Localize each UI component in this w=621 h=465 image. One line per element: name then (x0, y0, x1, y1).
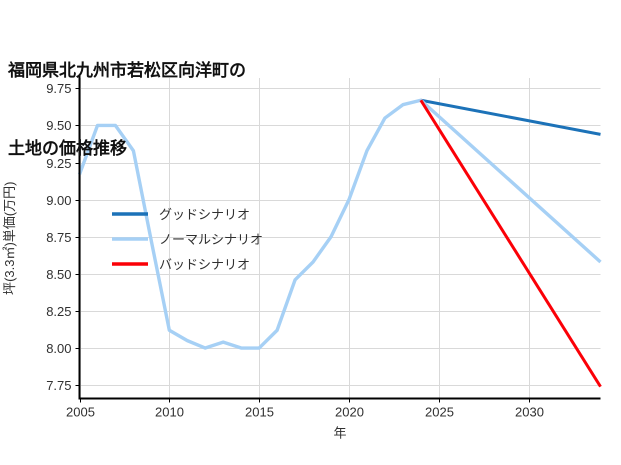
x-tick-label: 2020 (335, 405, 364, 420)
series-group (77, 98, 602, 388)
axis-titles-group: 年 坪(3.3㎡)単価(万円) (2, 182, 347, 441)
y-tick-label: 8.50 (46, 267, 71, 282)
legend-label: バッドシナリオ (159, 257, 250, 272)
y-tick-label: 8.75 (46, 230, 71, 245)
y-tick-label: 8.25 (46, 304, 71, 319)
gridlines-group (79, 78, 601, 399)
y-tick-label: 7.75 (46, 378, 71, 393)
x-tick-label: 2010 (155, 405, 184, 420)
y-tick-label: 9.75 (46, 81, 71, 96)
series-line-bad (419, 99, 602, 388)
y-tick-label: 9.00 (46, 193, 71, 208)
x-tick-label: 2030 (515, 405, 544, 420)
x-tick-label: 2025 (425, 405, 454, 420)
axis-spines-group (78, 75, 601, 400)
page-title: 福岡県北九州市若松区向洋町の 土地の価格推移 (8, 6, 608, 214)
y-tick-label: 9.25 (46, 156, 71, 171)
y-axis-title: 坪(3.3㎡)単価(万円) (2, 182, 17, 295)
y-tick-label: 9.50 (46, 118, 71, 133)
series-line-good (420, 98, 601, 136)
y-tick-labels-group: 7.75 8.00 8.25 8.50 8.75 9.00 9.25 9.50 9.75 (46, 81, 71, 393)
x-tick-label: 2015 (245, 405, 274, 420)
y-tick-label: 8.00 (46, 341, 71, 356)
title-line-2: 土地の価格推移 (8, 139, 127, 158)
series-line-normal (77, 98, 602, 350)
legend-label: グッドシナリオ (159, 207, 250, 222)
x-tick-label: 2005 (66, 405, 95, 420)
title-line-1: 福岡県北九州市若松区向洋町の (8, 61, 246, 80)
x-tick-labels-group: 2005 2010 2015 2020 2025 2030 (66, 405, 544, 420)
x-axis-title: 年 (333, 426, 346, 441)
legend-label: ノーマルシナリオ (159, 232, 263, 247)
